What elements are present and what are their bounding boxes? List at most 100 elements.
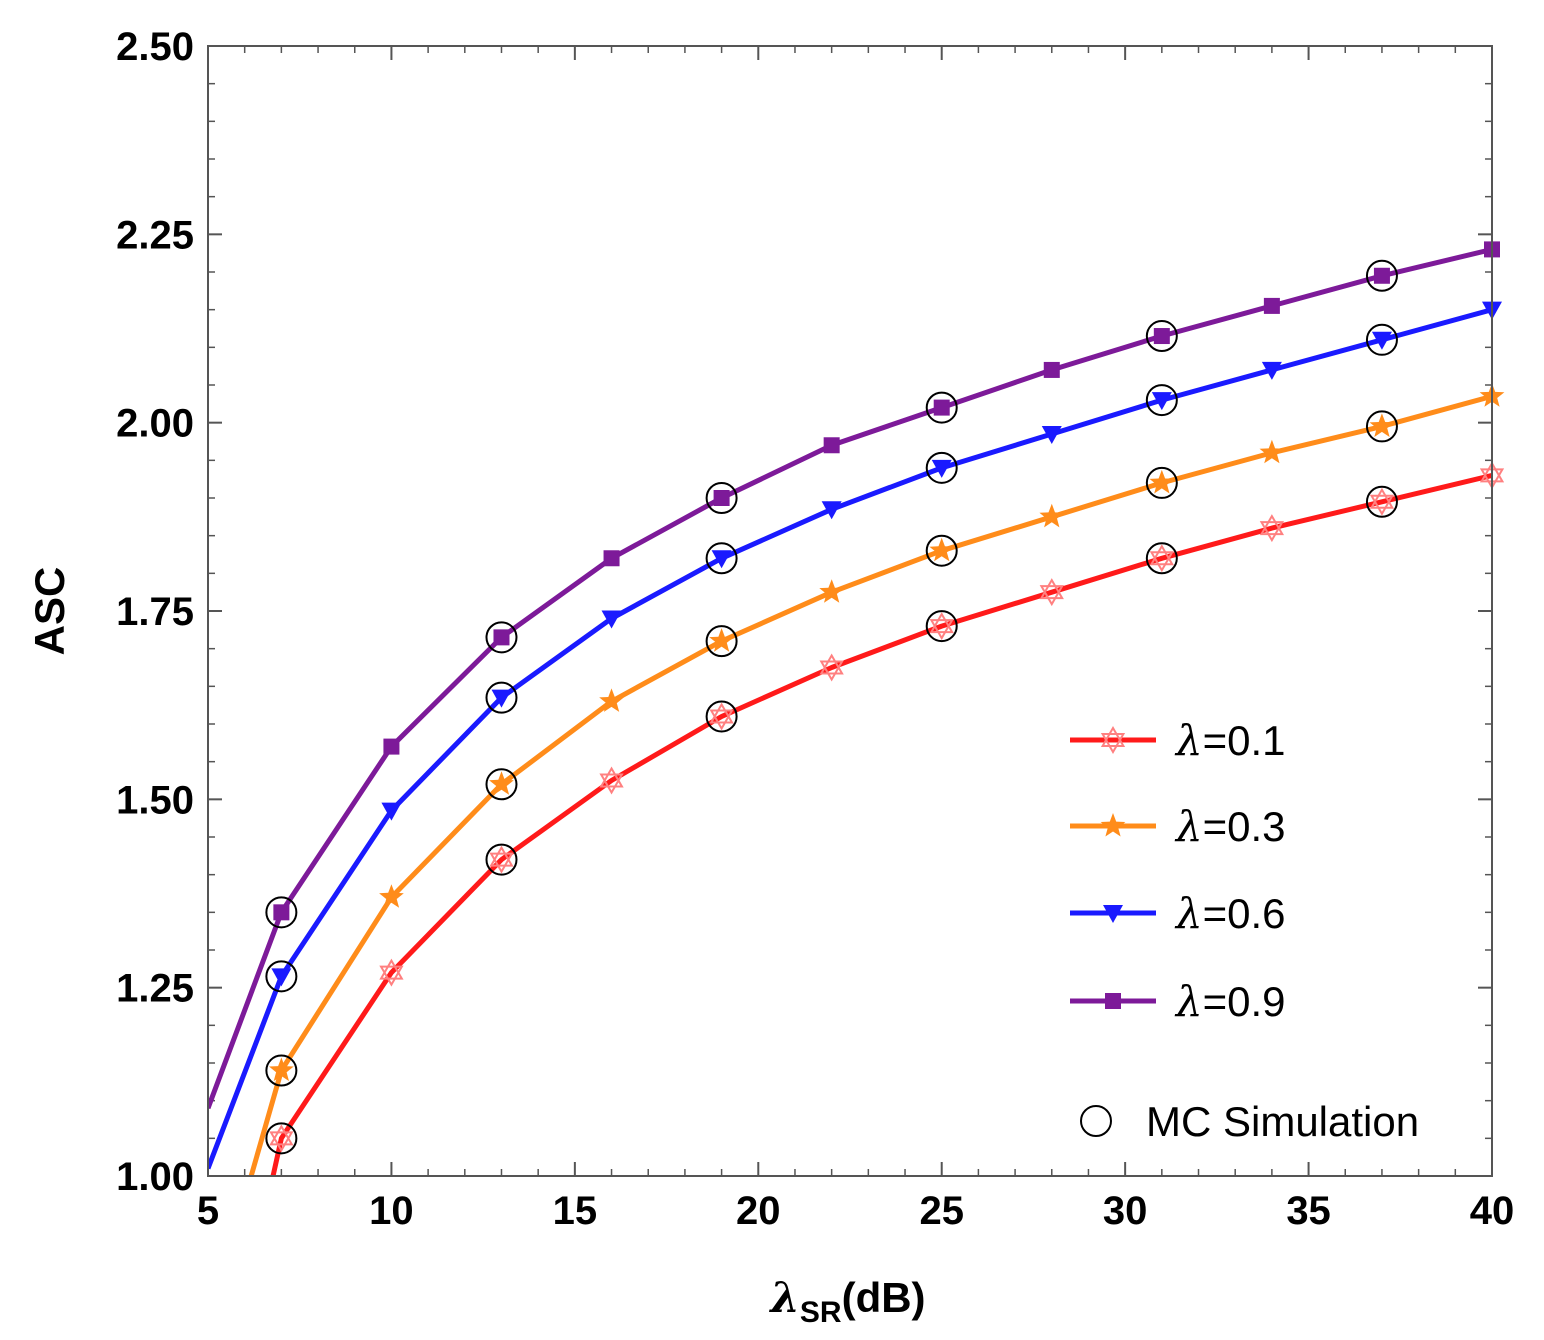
legend-label-value: =0.6	[1203, 890, 1286, 937]
plot-frame	[207, 45, 1493, 1177]
x-tick-label: 35	[1286, 1189, 1331, 1233]
x-tick-label: 40	[1470, 1189, 1515, 1233]
legend-label-symbol: λ	[1174, 977, 1203, 1026]
mc-simulation-point	[925, 451, 958, 484]
series-2-point	[711, 550, 732, 569]
series-3-point	[1043, 361, 1060, 378]
legend-item-3: λ=0.9	[1070, 977, 1286, 1026]
series-2-point	[271, 968, 292, 987]
series-3-point	[1153, 328, 1170, 345]
legend-label: λ=0.9	[1174, 977, 1286, 1026]
y-tick-label: 1.50	[116, 778, 194, 822]
legend-label-value: =0.1	[1203, 717, 1286, 764]
minor-ticks	[208, 46, 1492, 1176]
mc-simulation-point	[925, 391, 958, 424]
y-axis-tick-labels: 1.00 1.25 1.50 1.75 2.00 2.25 2.50	[116, 25, 194, 1199]
x-axis-title: λSR(dB)	[768, 1273, 925, 1329]
legend-label: λ=0.1	[1174, 716, 1286, 765]
series-1-point	[1369, 413, 1395, 437]
x-axis-title-unit: (dB)	[842, 1274, 926, 1321]
mc-simulation-point	[925, 534, 958, 567]
series-2-point	[601, 610, 622, 629]
mc-simulation-point	[265, 1122, 298, 1155]
series-2-point	[491, 689, 512, 708]
legend-label-value: =0.9	[1203, 978, 1286, 1025]
series-0-point	[269, 1124, 294, 1153]
mc-simulation-point	[705, 482, 738, 514]
mc-simulation-point	[1145, 542, 1178, 575]
y-axis-title: ASC	[26, 567, 73, 656]
series-0-point	[599, 766, 624, 795]
series-2-point	[1261, 361, 1282, 380]
series-0-point	[1039, 578, 1064, 607]
legend-marker	[1103, 905, 1123, 923]
legend-marker	[1105, 993, 1121, 1009]
series-markers	[269, 241, 1505, 1153]
series-1-point	[489, 771, 514, 795]
series-0-point	[709, 702, 734, 731]
plot-background	[208, 46, 1492, 1176]
mc-simulation-point	[705, 542, 738, 575]
mc-simulation-point	[265, 1054, 298, 1087]
legend-item-2: λ=0.6	[1070, 889, 1286, 938]
series-2-point	[381, 802, 402, 821]
mc-simulation-point	[1365, 259, 1398, 292]
mc-simulation-point	[265, 896, 298, 929]
series-1-point	[1149, 469, 1175, 494]
mc-simulation-point	[485, 843, 518, 876]
series-2-point	[1151, 392, 1172, 411]
legend-label-symbol: λ	[1174, 716, 1203, 765]
mc-simulation-point	[1145, 466, 1178, 499]
x-tick-label: 30	[1103, 1189, 1148, 1233]
mc-simulation-point	[1145, 384, 1178, 417]
legend: λ=0.1λ=0.3λ=0.6λ=0.9MC Simulation	[1070, 716, 1419, 1145]
series-1-point	[1259, 439, 1285, 464]
legend-label-value: =0.3	[1203, 803, 1286, 850]
x-axis-tick-labels: 5 10 15 20 25 30 35 40	[197, 1189, 1514, 1233]
x-tick-label: 20	[736, 1189, 781, 1233]
series-3-point	[603, 550, 620, 567]
mc-simulation-point	[485, 621, 518, 654]
series-0-point	[1149, 544, 1174, 573]
series-0-point	[1369, 487, 1395, 516]
x-axis-title-symbol: λ	[768, 1273, 799, 1322]
series-1-point	[819, 579, 844, 603]
series-3-point	[823, 437, 840, 454]
mc-simulation-point	[1365, 485, 1398, 518]
series-1-point	[599, 688, 624, 712]
y-tick-label: 1.25	[116, 967, 194, 1011]
mc-simulation-point	[265, 960, 298, 993]
legend-label: MC Simulation	[1146, 1098, 1419, 1145]
legend-marker	[1100, 813, 1126, 837]
mc-simulation-markers	[265, 259, 1398, 1155]
series-1-point	[929, 537, 955, 562]
mc-simulation-point	[705, 700, 738, 733]
y-tick-label: 2.25	[116, 213, 194, 257]
legend-label: λ=0.3	[1174, 802, 1286, 851]
series-3-point	[1263, 297, 1280, 314]
mc-simulation-point	[485, 768, 518, 801]
legend-label-symbol: λ	[1174, 889, 1203, 938]
series-2-point	[821, 501, 842, 520]
series-0-point	[929, 612, 954, 641]
legend-label: λ=0.6	[1174, 889, 1286, 938]
series-0-point	[379, 958, 404, 987]
mc-simulation-point	[925, 610, 958, 643]
mc-simulation-point	[1365, 410, 1398, 443]
legend-item-0: λ=0.1	[1070, 716, 1286, 765]
legend-item-mc: MC Simulation	[1080, 1098, 1419, 1145]
series-3-point	[493, 629, 510, 646]
series-0-point	[489, 845, 514, 874]
series-3-point	[933, 399, 950, 416]
series-2-point	[1371, 331, 1392, 350]
series-2-point	[1041, 425, 1062, 444]
series-3-point	[713, 490, 730, 506]
mc-simulation-point	[1145, 320, 1178, 353]
y-tick-label: 1.00	[116, 1155, 194, 1199]
series-3-point	[1373, 267, 1390, 284]
series-3-point	[273, 904, 290, 921]
y-tick-label: 2.50	[116, 25, 194, 69]
x-tick-label: 25	[919, 1189, 964, 1233]
series-2-point	[931, 459, 952, 478]
